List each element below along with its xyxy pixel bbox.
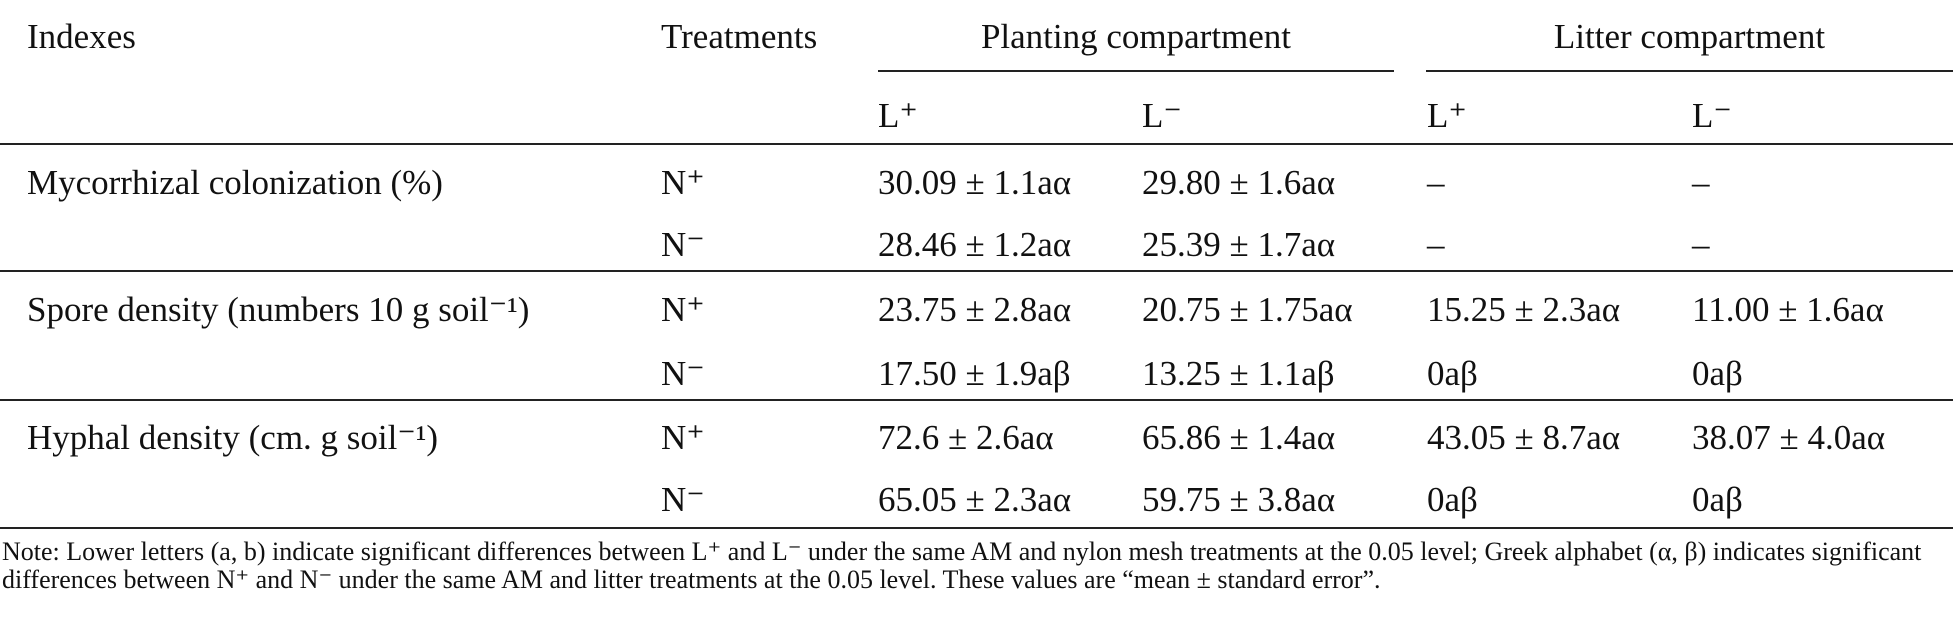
data-cell: 28.46 ± 1.2aα	[878, 225, 1072, 264]
row-index: Mycorrhizal colonization (%)	[27, 163, 443, 202]
data-cell: 59.75 ± 3.8aα	[1142, 480, 1336, 519]
treatment-label: N⁻	[661, 480, 705, 519]
data-cell: 13.25 ± 1.1aβ	[1142, 354, 1335, 393]
treatment-label: N⁺	[661, 163, 705, 202]
data-cell: 15.25 ± 2.3aα	[1427, 290, 1621, 329]
data-cell: 20.75 ± 1.75aα	[1142, 290, 1353, 329]
data-cell: 25.39 ± 1.7aα	[1142, 225, 1336, 264]
rule-line	[0, 143, 1953, 145]
group-header: Planting compartment	[980, 17, 1292, 56]
rule-line	[0, 527, 1953, 529]
header-cell: Indexes	[27, 17, 136, 56]
rule-line	[0, 399, 1953, 401]
subheader-cell: L⁺	[1427, 96, 1467, 135]
data-cell: 23.75 ± 2.8aα	[878, 290, 1072, 329]
group-header: Litter compartment	[1553, 17, 1826, 56]
data-cell: 0aβ	[1427, 480, 1478, 519]
data-cell: 72.6 ± 2.6aα	[878, 418, 1054, 457]
data-cell: 43.05 ± 8.7aα	[1427, 418, 1621, 457]
treatment-label: N⁺	[661, 418, 705, 457]
data-cell: –	[1692, 163, 1710, 202]
rule-line	[1426, 70, 1953, 72]
row-index: Hyphal density (cm. g soil⁻¹)	[27, 418, 438, 457]
data-cell: –	[1427, 163, 1445, 202]
subheader-cell: L⁻	[1142, 96, 1182, 135]
data-cell: –	[1692, 225, 1710, 264]
treatment-label: N⁻	[661, 225, 705, 264]
data-cell: 17.50 ± 1.9aβ	[878, 354, 1071, 393]
rule-line	[0, 270, 1953, 272]
data-cell: –	[1427, 225, 1445, 264]
data-cell: 0aβ	[1427, 354, 1478, 393]
row-index: Spore density (numbers 10 g soil⁻¹)	[27, 290, 530, 329]
table-note: Note: Lower letters (a, b) indicate sign…	[2, 537, 1922, 594]
subheader-cell: L⁻	[1692, 96, 1732, 135]
data-cell: 11.00 ± 1.6aα	[1692, 290, 1884, 329]
data-cell: 30.09 ± 1.1aα	[878, 163, 1072, 202]
data-cell: 29.80 ± 1.6aα	[1142, 163, 1336, 202]
header-cell: Treatments	[661, 17, 818, 56]
subheader-cell: L⁺	[878, 96, 918, 135]
data-cell: 38.07 ± 4.0aα	[1692, 418, 1886, 457]
data-cell: 65.05 ± 2.3aα	[878, 480, 1072, 519]
data-cell: 65.86 ± 1.4aα	[1142, 418, 1336, 457]
treatment-label: N⁺	[661, 290, 705, 329]
treatment-label: N⁻	[661, 354, 705, 393]
rule-line	[878, 70, 1394, 72]
data-cell: 0aβ	[1692, 480, 1743, 519]
data-cell: 0aβ	[1692, 354, 1743, 393]
